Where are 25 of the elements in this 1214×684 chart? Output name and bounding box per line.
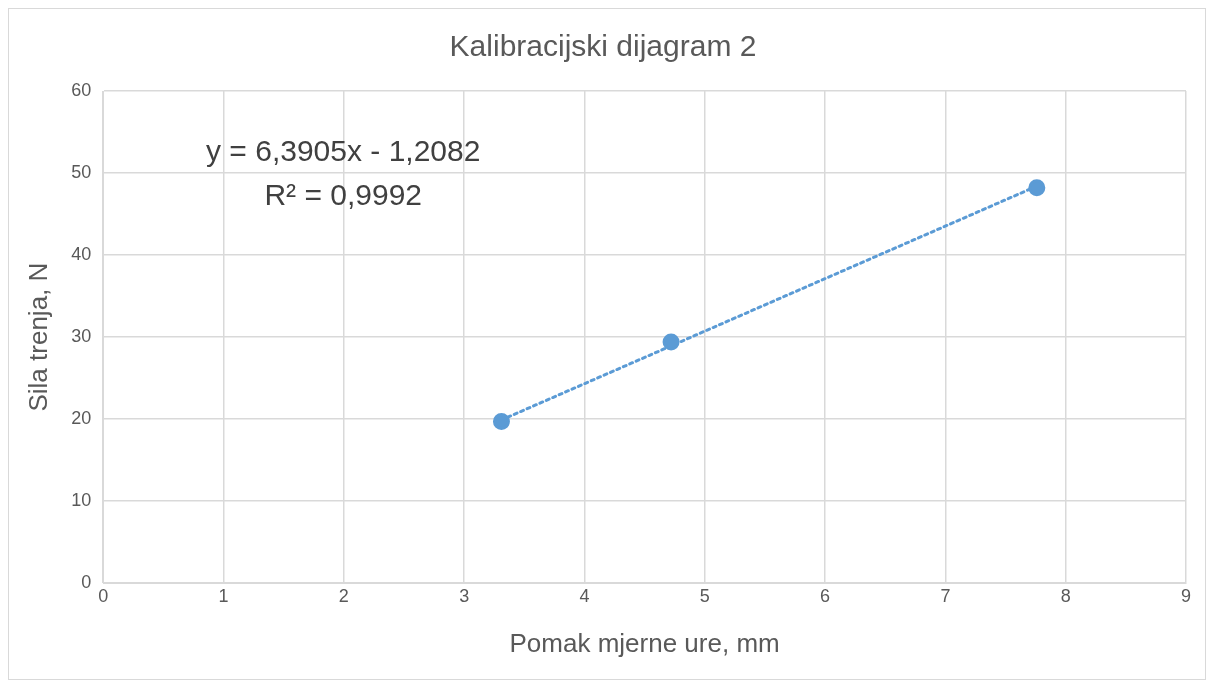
y-tick-label: 10 [71,490,92,511]
chart-title: Kalibracijski dijagram 2 [449,29,757,63]
x-tick-label: 5 [699,585,710,606]
point [1028,179,1046,197]
annotation: R² = 0,9992 [264,178,423,212]
x-tick-label: 3 [459,585,470,606]
y-tick-label: 0 [81,572,92,593]
x-axis-title: Pomak mjerne ure, mm [509,627,780,658]
point [662,333,680,351]
y-tick-label: 60 [71,79,92,100]
x-tick-label: 4 [579,585,590,606]
y-tick-label: 40 [71,244,92,265]
x-tick-label: 7 [940,585,951,606]
y-tick-label: 30 [71,326,92,347]
x-tick-label: 2 [338,585,349,606]
x-tick-label: 9 [1180,585,1192,606]
annotation: y = 6,3905x - 1,2082 [206,134,481,168]
y-axis-title: Sila trenja, N [22,262,53,412]
x-tick-label: 0 [98,585,109,606]
x-tick-label: 8 [1060,585,1071,606]
x-tick-label: 6 [820,585,831,606]
x-tick-label: 1 [218,585,229,606]
point [492,413,510,431]
y-tick-label: 20 [71,408,92,429]
y-tick-label: 50 [71,162,92,182]
